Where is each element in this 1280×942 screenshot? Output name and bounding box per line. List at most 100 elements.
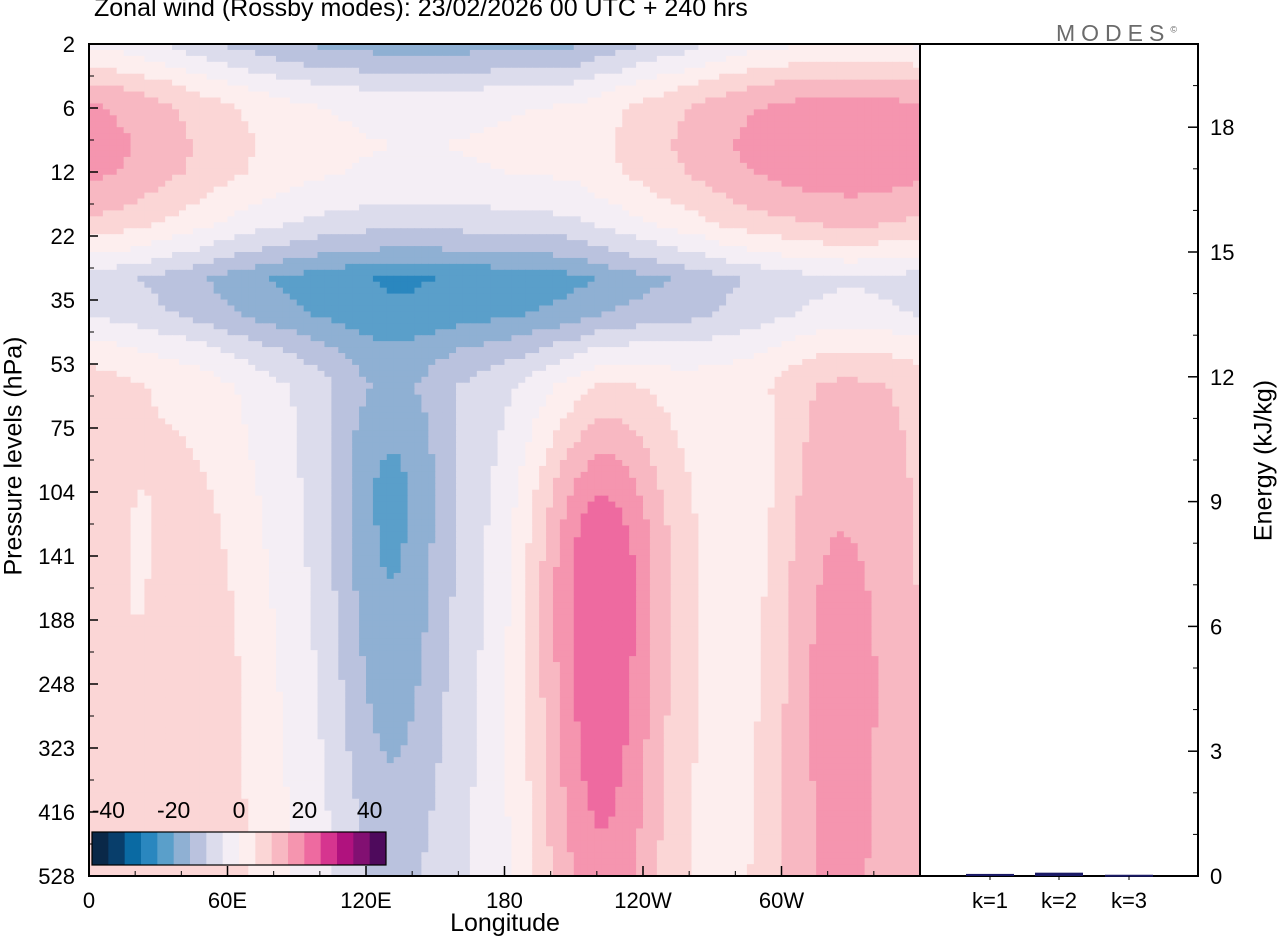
heatmap-cell xyxy=(483,174,492,182)
heatmap-cell xyxy=(303,109,312,116)
heatmap-cell xyxy=(241,91,249,99)
heatmap-cell xyxy=(483,287,492,295)
heatmap-cell xyxy=(712,246,720,253)
heatmap-cell xyxy=(359,168,367,176)
heatmap-cell xyxy=(227,222,236,229)
heatmap-cell xyxy=(192,73,201,81)
heatmap-cell xyxy=(781,222,790,229)
heatmap-cell xyxy=(767,109,776,116)
heatmap-cell xyxy=(829,275,838,283)
heatmap-cell xyxy=(871,109,880,116)
heatmap-cell xyxy=(262,246,270,253)
heatmap-cell xyxy=(670,133,679,140)
heatmap-cell xyxy=(393,133,402,140)
heatmap-cell xyxy=(456,287,464,295)
heatmap-cell xyxy=(179,139,187,146)
heatmap-cell xyxy=(836,216,845,223)
heatmap-cell xyxy=(130,109,139,116)
heatmap-cell xyxy=(816,109,824,116)
heatmap-cell xyxy=(241,240,249,247)
heatmap-cell xyxy=(615,67,623,75)
heatmap-cell xyxy=(629,121,637,128)
heatmap-cell xyxy=(836,73,845,81)
heatmap-cell xyxy=(913,156,921,164)
heatmap-cell xyxy=(428,145,436,152)
heatmap-cell xyxy=(615,44,623,51)
heatmap-cell xyxy=(165,246,173,253)
heatmap-cell xyxy=(435,252,443,259)
heatmap-cell xyxy=(331,156,339,164)
heatmap-cell xyxy=(379,115,388,122)
heatmap-cell xyxy=(746,240,755,247)
heatmap-cell xyxy=(359,269,367,277)
heatmap-cell xyxy=(456,204,464,211)
heatmap-cell xyxy=(179,222,187,229)
heatmap-cell xyxy=(165,269,173,277)
heatmap-cell xyxy=(559,287,568,295)
heatmap-cell xyxy=(573,109,582,116)
heatmap-cell xyxy=(255,162,263,170)
heatmap-cell xyxy=(823,121,831,128)
heatmap-cell xyxy=(241,263,249,271)
heatmap-cell xyxy=(511,198,519,206)
heatmap-cell xyxy=(269,281,277,289)
heatmap-cell xyxy=(580,281,589,289)
heatmap-cell xyxy=(580,109,589,116)
heatmap-cell xyxy=(518,150,526,158)
heatmap-cell xyxy=(580,252,589,259)
heatmap-cell xyxy=(407,91,416,99)
heatmap-cell xyxy=(788,180,796,188)
heatmap-cell xyxy=(296,61,305,69)
heatmap-cell xyxy=(324,186,332,194)
heatmap-cell xyxy=(137,162,145,170)
heatmap-cell xyxy=(746,150,755,158)
heatmap-cell xyxy=(739,186,748,194)
heatmap-cell xyxy=(324,240,332,247)
heatmap-cell xyxy=(206,168,215,176)
heatmap-cell xyxy=(95,252,104,259)
heatmap-cell xyxy=(296,192,305,200)
heatmap-cell xyxy=(151,121,159,128)
heatmap-cell xyxy=(809,168,817,176)
heatmap-cell xyxy=(795,150,803,158)
heatmap-cell xyxy=(850,198,859,206)
heatmap-cell xyxy=(608,240,616,247)
heatmap-cell xyxy=(670,150,679,158)
heatmap-cell xyxy=(428,257,436,265)
heatmap-cell xyxy=(213,192,222,200)
heatmap-cell xyxy=(843,222,852,229)
heatmap-cell xyxy=(532,97,540,105)
heatmap-cell xyxy=(809,210,817,217)
heatmap-cell xyxy=(192,156,201,164)
heatmap-cell xyxy=(552,204,561,211)
heatmap-cell xyxy=(324,234,332,241)
heatmap-cell xyxy=(899,257,907,265)
heatmap-cell xyxy=(227,234,236,241)
heatmap-cell xyxy=(442,73,450,81)
heatmap-cell xyxy=(338,174,346,182)
heatmap-cell xyxy=(172,252,180,259)
heatmap-cell xyxy=(566,257,575,265)
heatmap-cell xyxy=(712,44,720,51)
heatmap-cell xyxy=(559,150,568,158)
heatmap-cell xyxy=(559,127,568,134)
heatmap-cell xyxy=(352,281,360,289)
heatmap-cell xyxy=(456,49,464,57)
heatmap-cell xyxy=(739,127,748,134)
heatmap-cell xyxy=(532,139,540,146)
heatmap-cell xyxy=(601,109,609,116)
heatmap-cell xyxy=(310,234,319,241)
heatmap-cell xyxy=(649,198,658,206)
heatmap-cell xyxy=(456,67,464,75)
heatmap-cell xyxy=(677,204,686,211)
heatmap-cell xyxy=(345,263,353,271)
heatmap-cell xyxy=(172,127,180,134)
heatmap-cell xyxy=(559,91,568,99)
heatmap-cell xyxy=(864,73,873,81)
heatmap-cell xyxy=(843,252,852,259)
heatmap-cell xyxy=(179,97,187,105)
heatmap-cell xyxy=(746,216,755,223)
heatmap-cell xyxy=(310,156,319,164)
heatmap-cell xyxy=(303,61,312,69)
heatmap-cell xyxy=(490,263,499,271)
